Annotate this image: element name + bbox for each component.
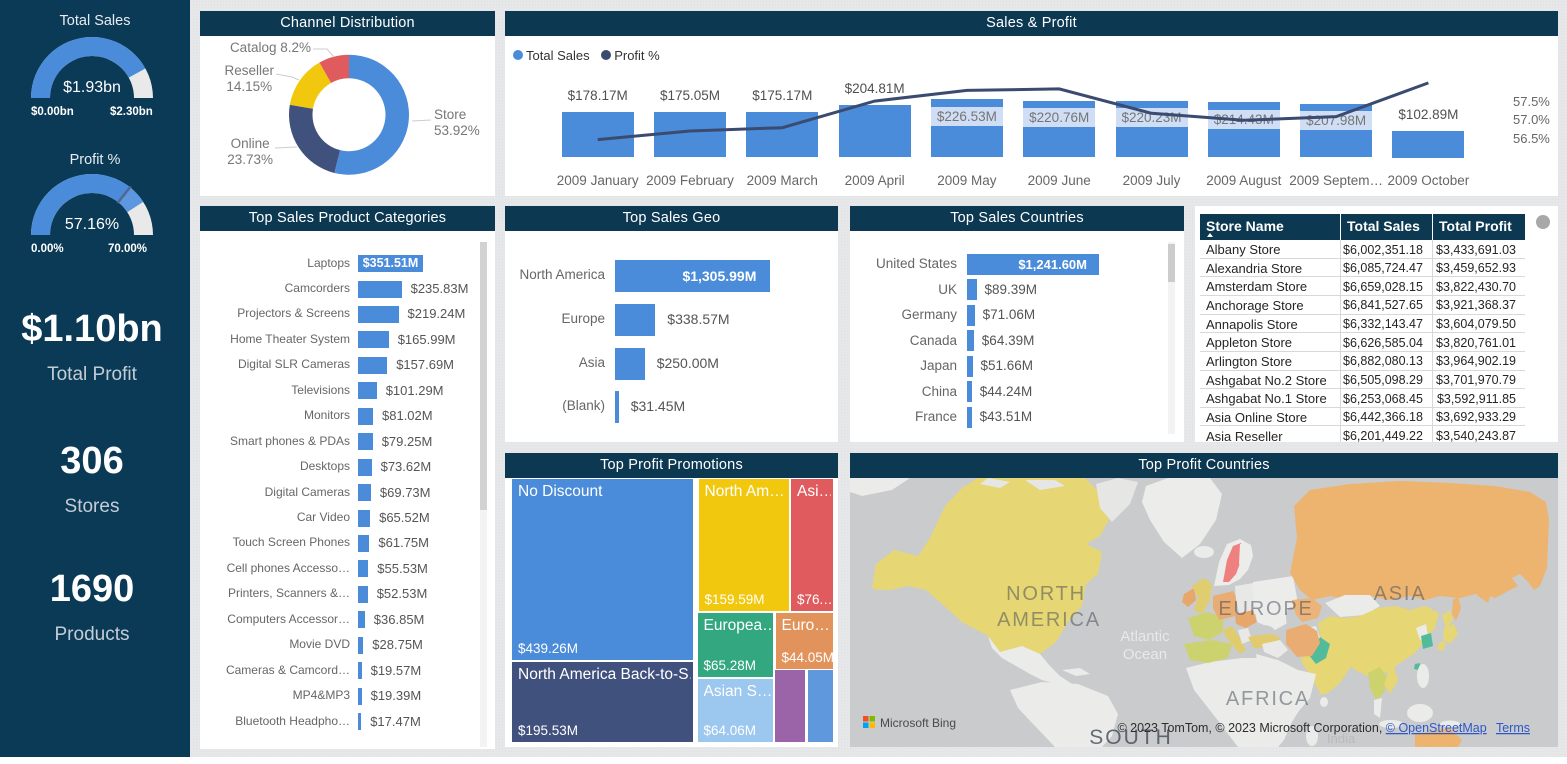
svg-text:Atlantic: Atlantic — [1120, 628, 1170, 645]
svg-text:Ocean: Ocean — [1123, 646, 1167, 663]
svg-text:SOUTH: SOUTH — [1089, 726, 1173, 747]
svg-text:Microsoft Bing: Microsoft Bing — [880, 716, 956, 730]
svg-text:NORTH: NORTH — [1006, 583, 1086, 605]
svg-text:© 2023 TomTom, © 2023 Microsof: © 2023 TomTom, © 2023 Microsoft Corporat… — [1117, 721, 1530, 735]
svg-text:India: India — [1327, 731, 1356, 746]
svg-text:AMERICA: AMERICA — [997, 609, 1101, 631]
svg-text:EUROPE: EUROPE — [1218, 598, 1313, 620]
svg-text:AFRICA: AFRICA — [1226, 688, 1310, 710]
svg-text:ASIA: ASIA — [1374, 583, 1427, 605]
